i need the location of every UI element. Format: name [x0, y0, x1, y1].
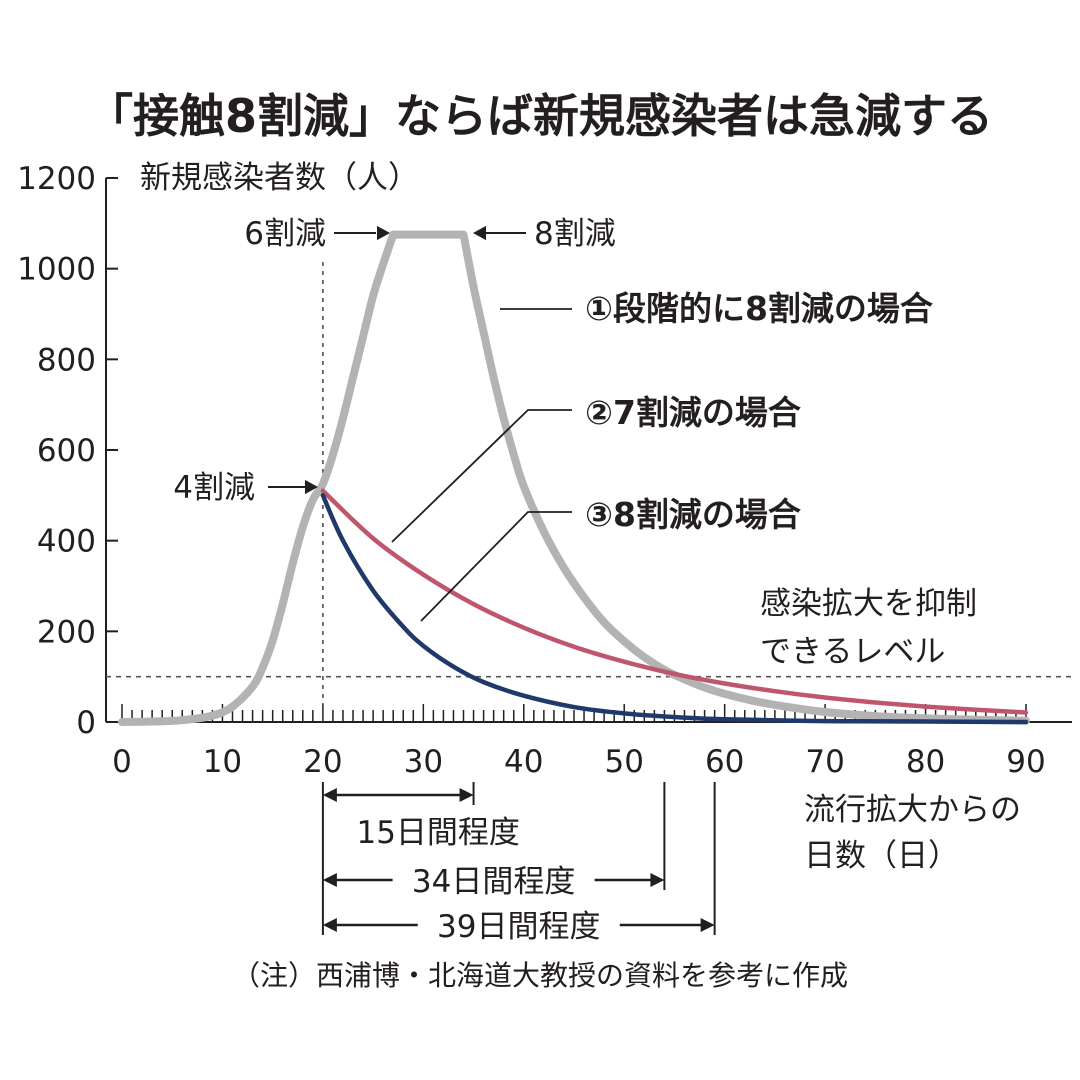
x-tick-label: 20	[303, 744, 342, 780]
arrowhead-6-reduction	[377, 225, 390, 241]
series-line-1	[118, 230, 1030, 726]
x-axis-label-line-2: 日数（日）	[804, 838, 959, 874]
span-arrowhead-left-2	[322, 873, 337, 887]
x-tick-label: 10	[203, 744, 242, 780]
chart-title: 「接触8割減」ならば新規感染者は急減する	[87, 89, 993, 143]
arrowhead-4-reduction	[305, 479, 318, 495]
y-tick-label: 1000	[17, 252, 96, 288]
x-tick-label: 70	[805, 744, 844, 780]
span-arrowhead-right-1	[459, 788, 474, 802]
y-tick-label: 0	[76, 705, 96, 741]
duration-spans: 15日間程度 34日間程度 39日間程度	[321, 782, 716, 945]
x-tick-label: 40	[504, 744, 543, 780]
series-label-2: ②7割減の場合	[585, 393, 801, 432]
x-tick-label: 80	[906, 744, 945, 780]
span-arrowhead-left-3	[322, 918, 337, 932]
x-tick-label: 0	[112, 744, 132, 780]
annotation-6-reduction: 6割減	[244, 216, 326, 252]
reference-label-line-2: できるレベル	[760, 634, 945, 670]
annotation-8-reduction: 8割減	[534, 216, 616, 252]
x-axis-label-line-1: 流行拡大からの	[804, 792, 1021, 828]
arrowhead-8-reduction	[473, 225, 486, 241]
source-note: （注）西浦博・北海道大教授の資料を参考に作成	[232, 959, 848, 992]
span-arrowhead-left-1	[322, 788, 337, 802]
series-label-1: ①段階的に8割減の場合	[585, 289, 933, 328]
span-label-3: 39日間程度	[437, 909, 600, 945]
x-tick-label: 50	[604, 744, 643, 780]
series-line-3	[320, 493, 1029, 725]
span-arrowhead-right-2	[650, 873, 665, 887]
y-tick-label: 200	[37, 614, 96, 650]
series-layer	[118, 230, 1030, 726]
x-tick-label: 90	[1006, 744, 1045, 780]
span-arrowhead-right-3	[700, 918, 715, 932]
y-tick-label: 600	[37, 433, 96, 469]
leader-line-3	[420, 511, 572, 622]
y-tick-label: 1200	[17, 161, 96, 197]
series-label-3: ③8割減の場合	[585, 495, 801, 534]
span-label-1: 15日間程度	[356, 815, 519, 851]
y-tick-label: 400	[37, 524, 96, 560]
annotation-4-reduction: 4割減	[173, 470, 255, 506]
x-tick-label: 60	[705, 744, 744, 780]
y-axis-label: 新規感染者数（人）	[140, 160, 419, 196]
span-label-2: 34日間程度	[412, 864, 575, 900]
reference-label-line-1: 感染拡大を抑制	[760, 586, 977, 622]
annotations: 4割減 6割減 8割減 ①段階的に8割減の場合 ②7割減の場合 ③8割減の場合 …	[173, 216, 1021, 874]
y-tick-label: 800	[37, 342, 96, 378]
series-line-2	[320, 488, 1029, 715]
reference-line-group	[106, 262, 1076, 722]
axes: 0 200 400 600 800 1000 1200 0 10 20 30 40 50 60 70 80 90	[17, 161, 1072, 780]
x-tick-label: 30	[404, 744, 443, 780]
leader-line-2	[391, 409, 572, 543]
